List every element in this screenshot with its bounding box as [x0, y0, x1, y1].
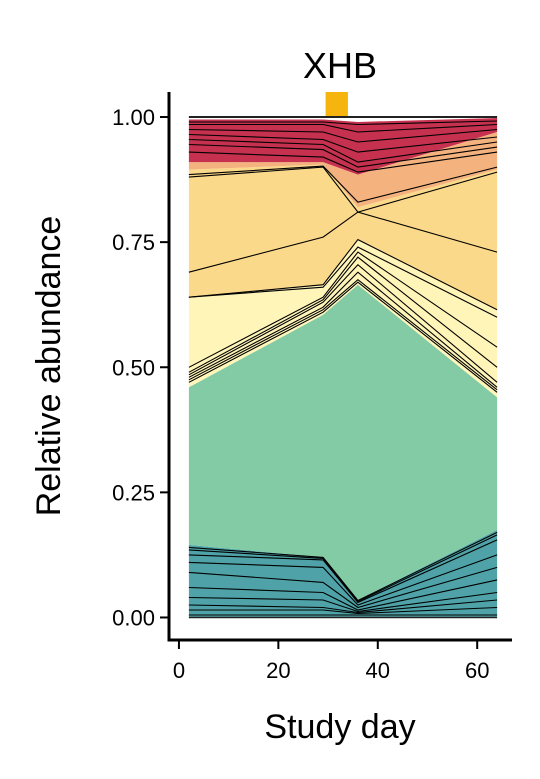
y-tick-label: 1.00 — [112, 105, 155, 130]
series-line-26 — [188, 123, 498, 133]
series-line-19 — [188, 166, 498, 213]
x-tick-label: 0 — [173, 658, 185, 683]
series-line-17 — [188, 211, 498, 273]
y-axis-title: Relative abundance — [30, 216, 68, 517]
series-line-23 — [188, 138, 498, 163]
series-line-20 — [188, 165, 498, 203]
series-line-6 — [188, 554, 498, 606]
series-line-13 — [188, 263, 498, 383]
series-line-1 — [188, 606, 498, 615]
x-tick-label: 60 — [465, 658, 489, 683]
y-tick-label: 0.25 — [112, 480, 155, 505]
series-line-3 — [188, 591, 498, 613]
series-line-5 — [188, 566, 498, 609]
event-marker — [325, 92, 348, 119]
y-tick-label: 0.00 — [112, 605, 155, 630]
series-line-8 — [188, 534, 498, 603]
series-line-14 — [188, 256, 498, 373]
area-layer-2 — [188, 239, 498, 398]
area-layer-4 — [188, 132, 498, 208]
series-line-12 — [188, 271, 498, 388]
series-line-15 — [188, 251, 498, 368]
series-line-21 — [188, 151, 498, 173]
series-line-25 — [188, 128, 498, 143]
chart-title: XHB — [303, 45, 377, 86]
series-line-10 — [188, 281, 498, 393]
axes: 0.00 0.25 0.50 0.75 1.00 0 20 40 60 — [112, 92, 512, 683]
series-line-9 — [188, 531, 498, 602]
area-layer-0 — [188, 529, 498, 618]
series-line-27 — [188, 120, 498, 126]
series-line-22 — [188, 143, 498, 168]
area-layer-3 — [188, 164, 498, 310]
series-line-24 — [188, 133, 498, 153]
series-line-18 — [188, 238, 498, 311]
x-tick-label: 20 — [266, 658, 290, 683]
series-line-16 — [188, 246, 498, 318]
x-tick-label: 40 — [366, 658, 390, 683]
series-line-7 — [188, 539, 498, 604]
series-line-11 — [188, 278, 498, 391]
x-axis-title: Study day — [264, 708, 415, 746]
series-lines — [188, 116, 498, 619]
y-tick-label: 0.75 — [112, 230, 155, 255]
area-layer-1 — [188, 284, 498, 600]
stacked-areas — [188, 118, 498, 618]
series-line-2 — [188, 599, 498, 614]
series-line-4 — [188, 579, 498, 611]
y-tick-label: 0.50 — [112, 355, 155, 380]
